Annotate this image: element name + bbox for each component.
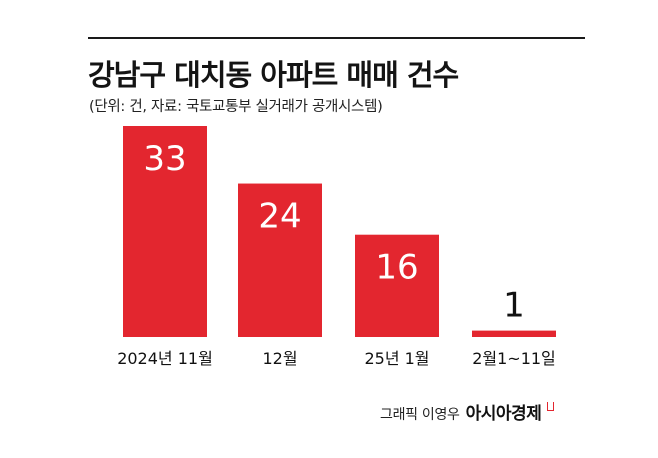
bar-2 — [238, 183, 322, 337]
top-rule — [88, 37, 585, 39]
category-label-3: 25년 1월 — [364, 349, 429, 368]
brand-logo: 아시아경제 — [465, 404, 542, 424]
bar-3 — [355, 234, 439, 337]
data-label-3: 16 — [375, 248, 418, 288]
category-label-2: 12월 — [262, 349, 297, 368]
data-label-4: 1 — [503, 286, 525, 326]
data-label-2: 24 — [258, 197, 301, 237]
chart-title: 강남구 대치동 아파트 매매 건수 — [88, 58, 459, 92]
credit: 그래픽 이영우 아시아경제 — [380, 399, 555, 424]
category-label-4: 2월1~11일 — [472, 349, 556, 368]
data-label-1: 33 — [143, 139, 186, 179]
brand-mark-icon — [547, 402, 555, 411]
chart-subtitle: (단위: 건, 자료: 국토교통부 실거래가 공개시스템) — [89, 99, 383, 115]
category-label-1: 2024년 11월 — [117, 349, 213, 368]
graphic-credit: 그래픽 이영우 — [380, 407, 460, 423]
bar-1 — [123, 126, 207, 337]
bar-4 — [472, 330, 556, 337]
